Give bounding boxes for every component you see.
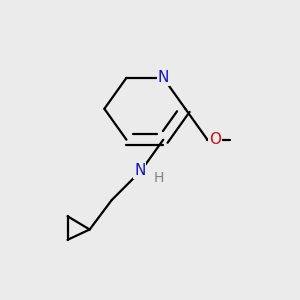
Text: N: N bbox=[134, 163, 146, 178]
Text: N: N bbox=[158, 70, 169, 86]
Text: H: H bbox=[154, 171, 164, 185]
Text: O: O bbox=[209, 132, 221, 147]
